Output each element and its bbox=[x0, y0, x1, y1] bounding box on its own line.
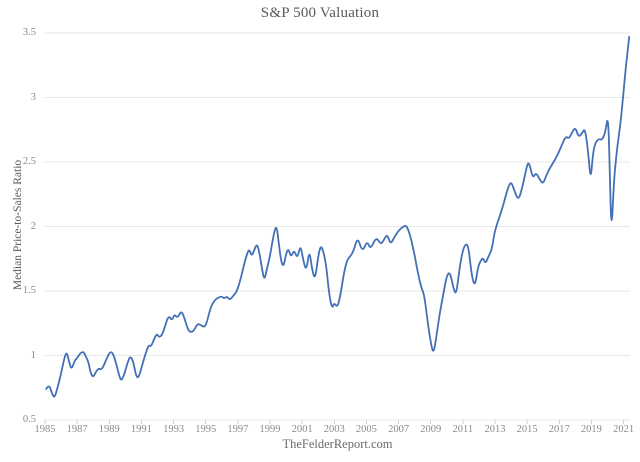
x-tick-label: 1989 bbox=[98, 424, 120, 435]
price-to-sales-line bbox=[45, 36, 631, 398]
chart-title: S&P 500 Valuation bbox=[260, 5, 380, 21]
x-tick-label: 1997 bbox=[227, 424, 249, 435]
source-attribution: TheFelderReport.com bbox=[282, 437, 393, 451]
x-tick-label: 2009 bbox=[420, 424, 442, 435]
x-axis-ticks: 1985 1987 1989 1991 1993 1995 1997 1999 2001 2003… bbox=[0, 424, 640, 437]
x-tick-label: 2003 bbox=[323, 424, 345, 435]
x-tick-label: 1991 bbox=[130, 424, 152, 435]
y-axis-ticks: 0.5 1 1.5 2 2.5 3 3.5 bbox=[0, 27, 40, 425]
plot-area bbox=[44, 32, 631, 424]
x-tick-label: 1987 bbox=[66, 424, 88, 435]
x-tick-label: 2017 bbox=[548, 424, 570, 435]
y-tick-label: 3.5 bbox=[22, 27, 36, 38]
x-tick-label: 2019 bbox=[580, 424, 602, 435]
x-tick-label: 2011 bbox=[452, 424, 474, 435]
x-tick-label: 2021 bbox=[613, 424, 635, 435]
y-tick-label: 2 bbox=[30, 220, 36, 232]
x-tick-label: 2005 bbox=[355, 424, 377, 435]
x-tick-label: 1993 bbox=[163, 424, 185, 435]
x-tick-label: 1985 bbox=[34, 424, 56, 435]
y-tick-label: 0.5 bbox=[22, 414, 36, 425]
y-tick-label: 1 bbox=[30, 349, 36, 361]
x-tick-label: 2007 bbox=[388, 424, 410, 435]
x-tick-label: 1995 bbox=[195, 424, 217, 435]
x-tick-label: 2013 bbox=[484, 424, 506, 435]
x-tick-label: 1999 bbox=[259, 424, 281, 435]
y-tick-label: 1.5 bbox=[22, 285, 36, 296]
x-tick-label: 2001 bbox=[291, 424, 313, 435]
x-tick-label: 2015 bbox=[516, 424, 538, 435]
y-tick-label: 3 bbox=[30, 91, 36, 103]
y-tick-label: 2.5 bbox=[22, 156, 36, 167]
